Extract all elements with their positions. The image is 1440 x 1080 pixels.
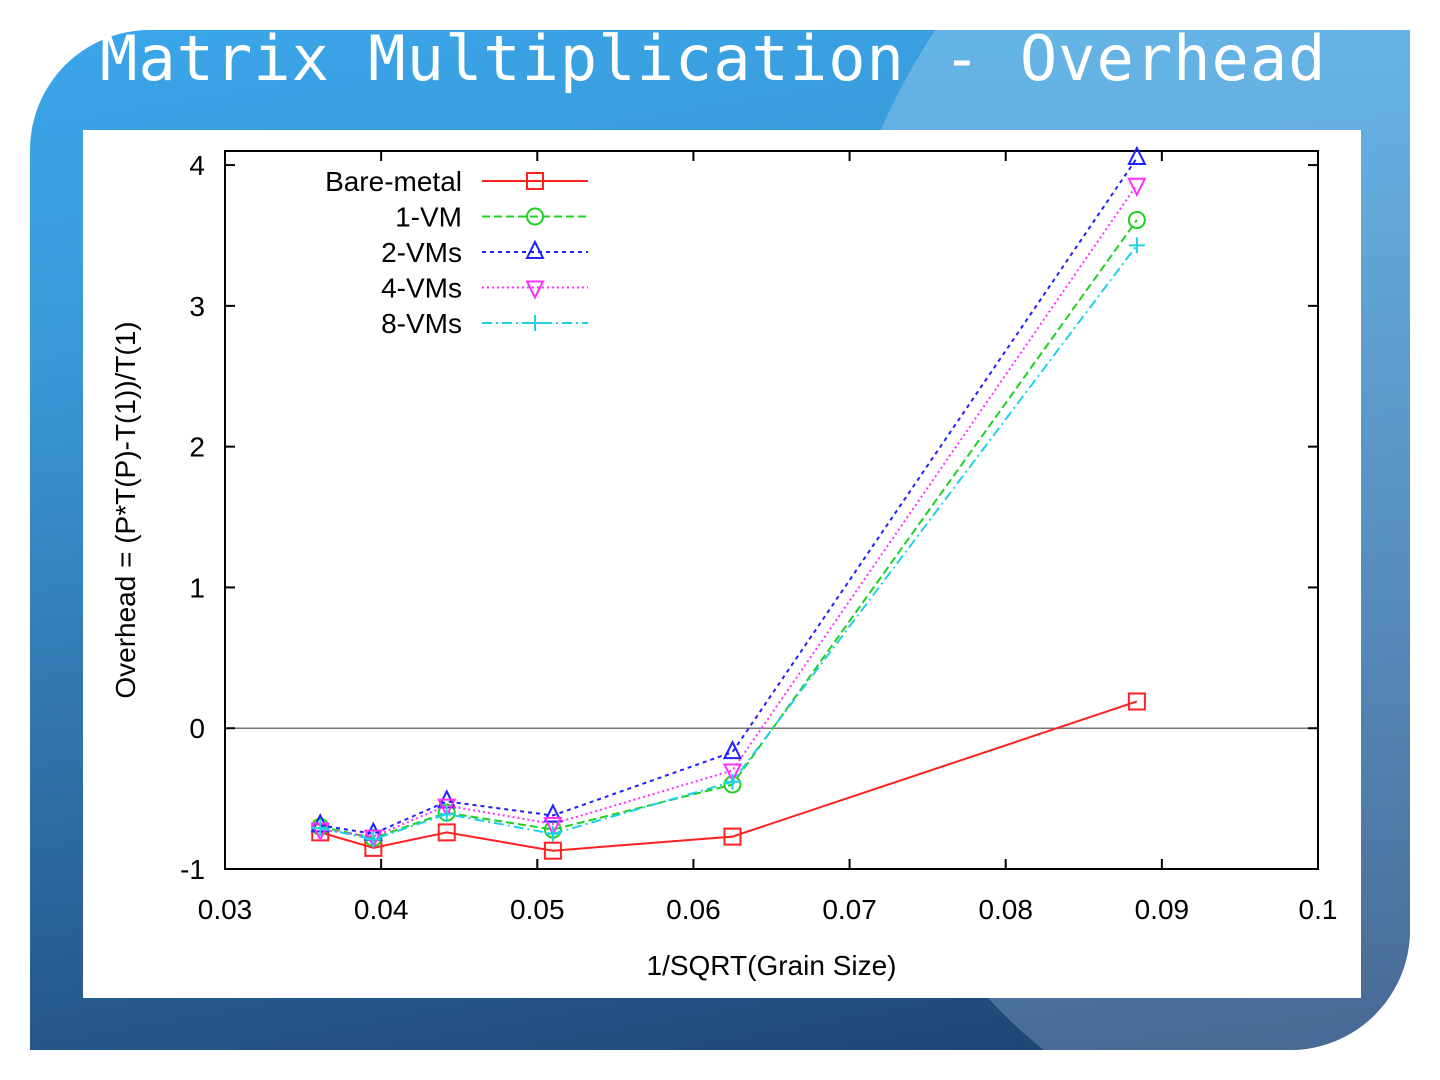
x-tick-label: 0.06	[666, 894, 721, 925]
data-point-2-vms	[543, 803, 563, 823]
data-point-4-vms	[1127, 177, 1147, 198]
data-point-4-vms	[437, 798, 457, 818]
x-tick-label: 0.09	[1135, 894, 1190, 925]
legend-marker-8-vms	[527, 315, 543, 331]
plot-frame	[224, 150, 1319, 870]
data-point-4-vms	[543, 816, 563, 837]
data-point-bare-metal	[723, 827, 742, 846]
legend-label-1-vm: 1-VM	[395, 202, 462, 233]
legend-label-8-vms: 8-VMs	[381, 308, 462, 339]
data-point-bare-metal	[543, 841, 562, 860]
data-point-8-vms	[312, 820, 329, 837]
data-point-4-vms	[722, 763, 743, 783]
y-tick-label: 4	[189, 150, 205, 181]
data-point-8-vms	[544, 825, 561, 842]
series-line-8-vms	[320, 244, 1138, 841]
series-line-4-vms	[320, 184, 1138, 838]
legend-marker-1-vm	[526, 207, 544, 226]
chart-panel	[83, 130, 1361, 998]
series-line-1-vm	[320, 219, 1138, 840]
x-tick-label: 0.08	[978, 894, 1033, 925]
y-tick-label: 1	[189, 572, 205, 603]
x-tick-label: 0.07	[822, 894, 877, 925]
legend-marker-4-vms	[525, 280, 545, 300]
legend-marker-bare-metal	[526, 172, 544, 190]
slide-title: Matrix Multiplication - Overhead	[100, 22, 1327, 95]
data-point-1-vm	[1127, 210, 1146, 229]
data-point-8-vms	[365, 831, 382, 848]
data-point-8-vms	[724, 773, 741, 790]
x-axis-label: 1/SQRT(Grain Size)	[647, 950, 897, 981]
legend-label-bare-metal: Bare-metal	[325, 166, 462, 197]
data-point-8-vms	[438, 806, 455, 823]
y-tick-label: -1	[180, 854, 205, 885]
y-tick-label: 3	[189, 291, 205, 322]
x-tick-label: 0.05	[510, 894, 565, 925]
series-line-2-vms	[320, 157, 1138, 835]
y-tick-label: 0	[189, 713, 205, 744]
x-tick-label: 0.03	[198, 894, 253, 925]
x-tick-label: 0.1	[1299, 894, 1338, 925]
data-point-2-vms	[1127, 145, 1147, 166]
data-point-2-vms	[722, 739, 743, 760]
legend-marker-2-vms	[525, 239, 545, 259]
x-tick-label: 0.04	[354, 894, 409, 925]
legend-label-2-vms: 2-VMs	[381, 237, 462, 268]
data-point-bare-metal	[1127, 692, 1146, 711]
y-tick-label: 2	[189, 432, 205, 463]
legend-label-4-vms: 4-VMs	[381, 273, 462, 304]
data-point-8-vms	[1128, 237, 1145, 254]
data-point-bare-metal	[437, 823, 456, 842]
y-axis-label: Overhead = (P*T(P)-T(1))/T(1)	[110, 321, 141, 698]
